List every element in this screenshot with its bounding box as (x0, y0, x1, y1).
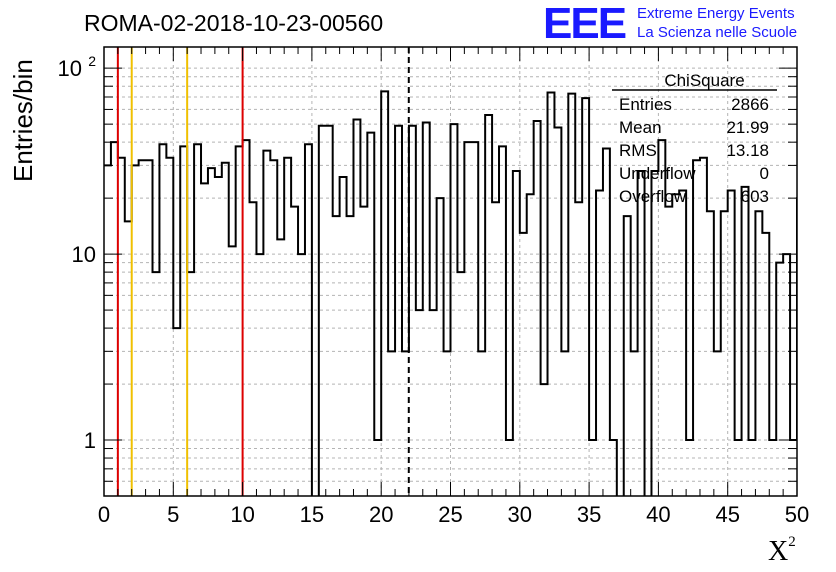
stats-row-label: Underflow (619, 164, 696, 183)
stats-row-value: 13.18 (726, 141, 769, 160)
x-tick-label: 25 (438, 502, 462, 527)
stats-row-value: 21.99 (726, 118, 769, 137)
x-axis-label-base: X (768, 536, 789, 567)
stats-row-value: 0 (760, 164, 769, 183)
logo-caption-line2: La Scienza nelle Scuole (637, 24, 798, 41)
logo-caption: Extreme Energy Events La Scienza nelle S… (637, 4, 797, 42)
y-tick-label-exp: 2 (88, 53, 96, 69)
y-axis: 1 10 10 2 (58, 53, 797, 497)
logo-caption-line1: Extreme Energy Events (637, 5, 795, 22)
stats-row-value: 603 (741, 187, 769, 206)
stats-box: ChiSquare Entries 2866 Mean 21.99 RMS 13.18 Und… (612, 71, 777, 206)
x-tick-label: 45 (715, 502, 739, 527)
x-tick-label: 5 (167, 502, 179, 527)
stats-row-label: RMS (619, 141, 657, 160)
x-axis-label: X2 (768, 533, 796, 568)
stats-row-label: Overflow (619, 187, 687, 206)
stats-row-value: 2866 (731, 95, 769, 114)
x-tick-label: 50 (785, 502, 809, 527)
stats-row-label: Mean (619, 118, 662, 137)
x-tick-label: 15 (300, 502, 324, 527)
grid (104, 47, 797, 497)
stats-box-title: ChiSquare (664, 71, 744, 90)
chart-title: ROMA-02-2018-10-23-00560 (84, 10, 384, 36)
x-axis-label-sup: 2 (788, 533, 796, 550)
x-tick-label: 35 (577, 502, 601, 527)
y-tick-label: 10 (58, 56, 82, 81)
x-axis: 0 5 10 15 20 25 30 35 40 45 50 (98, 47, 809, 527)
y-tick-label: 10 (72, 242, 96, 267)
y-tick-label: 1 (84, 428, 96, 453)
x-tick-label: 20 (369, 502, 393, 527)
eee-logo: EEE (543, 0, 627, 48)
stats-row-label: Entries (619, 95, 672, 114)
x-tick-label: 0 (98, 502, 110, 527)
x-tick-label: 40 (646, 502, 670, 527)
x-tick-label: 30 (508, 502, 532, 527)
x-tick-label: 10 (230, 502, 254, 527)
